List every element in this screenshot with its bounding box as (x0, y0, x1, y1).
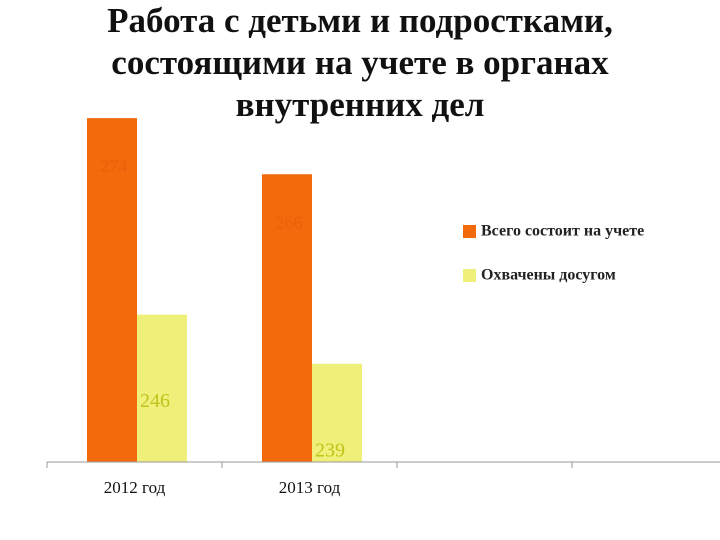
x-tick-label: 2013 год (279, 478, 341, 497)
x-tick-label: 2012 год (104, 478, 166, 497)
data-label: 266 (276, 212, 303, 232)
bar (262, 174, 312, 462)
bar (312, 363, 362, 462)
legend-swatch (463, 269, 476, 282)
chart-title: Работа с детьми и подростками, состоящим… (107, 1, 613, 124)
legend-swatch (463, 225, 476, 238)
data-label: 239 (315, 439, 345, 461)
data-label: 246 (140, 390, 170, 412)
legend-label: Всего состоит на учете (481, 223, 644, 240)
legend-label: Охвачены досугом (481, 267, 616, 284)
bar (137, 314, 187, 462)
bar (87, 118, 137, 462)
data-label: 274 (101, 156, 128, 176)
